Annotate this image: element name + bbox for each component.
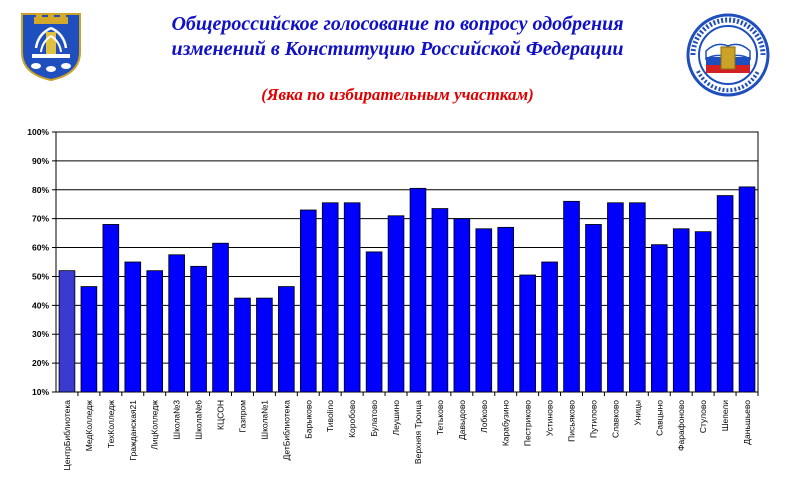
x-tick-label: Тивolino [325,400,335,432]
x-tick-label: Коробово [347,400,357,438]
bar [80,286,98,393]
bar [716,195,734,393]
y-tick-label: 20% [32,358,49,368]
bar [124,261,142,393]
x-tick-label: Даньшьево [742,400,752,445]
x-tick-label: Верхняя Троица [413,400,423,464]
y-tick-label: 100% [27,127,49,137]
bar [365,251,383,393]
x-tick-label: Давыдово [457,400,467,440]
bar [146,270,164,393]
bar [168,254,185,393]
y-tick-label: 50% [32,271,49,281]
bar [453,218,471,393]
bar [278,286,295,393]
y-tick-label: 70% [32,214,49,224]
x-tick-label: Школа№6 [194,400,204,440]
bar [431,208,449,393]
x-tick-label: Устиново [545,400,555,437]
bar [541,261,558,393]
x-tick-label: Гражданская21 [128,400,138,461]
bar [234,297,251,393]
bar [475,228,493,393]
x-tick-label: Путилово [588,400,598,438]
x-tick-label: Школа№3 [172,400,182,440]
x-tick-label: Пестриково [523,400,533,446]
x-tick-label: Школа№1 [259,400,269,440]
bar [694,231,712,393]
bar [212,242,229,393]
bar [519,274,536,393]
x-tick-label: Леушино [391,400,401,436]
y-tick-label: 10% [32,387,49,397]
x-tick-label: ЦентрБиблиотека [62,400,72,471]
chart-subtitle: (Явка по избирательным участкам) [261,85,534,104]
bar [256,297,273,393]
x-tick-label: Уницы [632,400,642,425]
x-tick-label: МедКолледж [84,400,94,452]
bar [650,244,668,393]
bar [629,202,646,393]
bar [672,228,690,393]
bar [585,224,602,393]
y-tick-label: 80% [32,185,49,195]
x-tick-label: КЦСОН [216,400,226,430]
x-tick-label: Фарафоново [676,400,686,451]
x-tick-label: Газпром [237,400,247,433]
bar [409,187,427,393]
election-commission-logo-icon [686,13,770,102]
x-tick-label: Письяково [567,400,577,442]
title-line-2: изменений в Конституцию Российской Федер… [171,38,624,60]
bar [190,265,207,393]
x-tick-label: Шепели [720,400,730,432]
x-tick-label: Карабузино [501,400,511,446]
coat-of-arms-icon [20,12,82,87]
x-tick-label: Тетьково [435,400,445,435]
x-tick-label: Славково [610,400,620,438]
bar [321,202,339,393]
bar [497,226,515,393]
bar [299,209,317,393]
y-tick-label: 60% [32,243,49,253]
x-tick-label: Стулово [698,400,708,433]
page-title: Общероссийское голосование по вопросу од… [110,12,685,62]
bar [102,224,120,393]
x-tick-label: ЛицКолледж [150,400,160,450]
y-tick-label: 90% [32,156,49,166]
bar [607,202,624,393]
x-tick-label: Барыково [303,400,313,439]
bar [563,200,580,393]
bar [343,202,361,393]
x-tick-label: Булатово [369,400,379,437]
bar [738,186,756,393]
title-line-1: Общероссийское голосование по вопросу од… [171,13,624,35]
x-tick-label: ДетБиблиотека [281,400,291,461]
y-tick-label: 30% [32,329,49,339]
x-tick-label: Лобково [479,400,489,433]
x-tick-label: Савцыно [654,400,664,436]
y-tick-label: 40% [32,300,49,310]
bar [58,270,76,393]
bar [387,215,405,393]
x-tick-label: ТехКолледж [106,400,116,448]
